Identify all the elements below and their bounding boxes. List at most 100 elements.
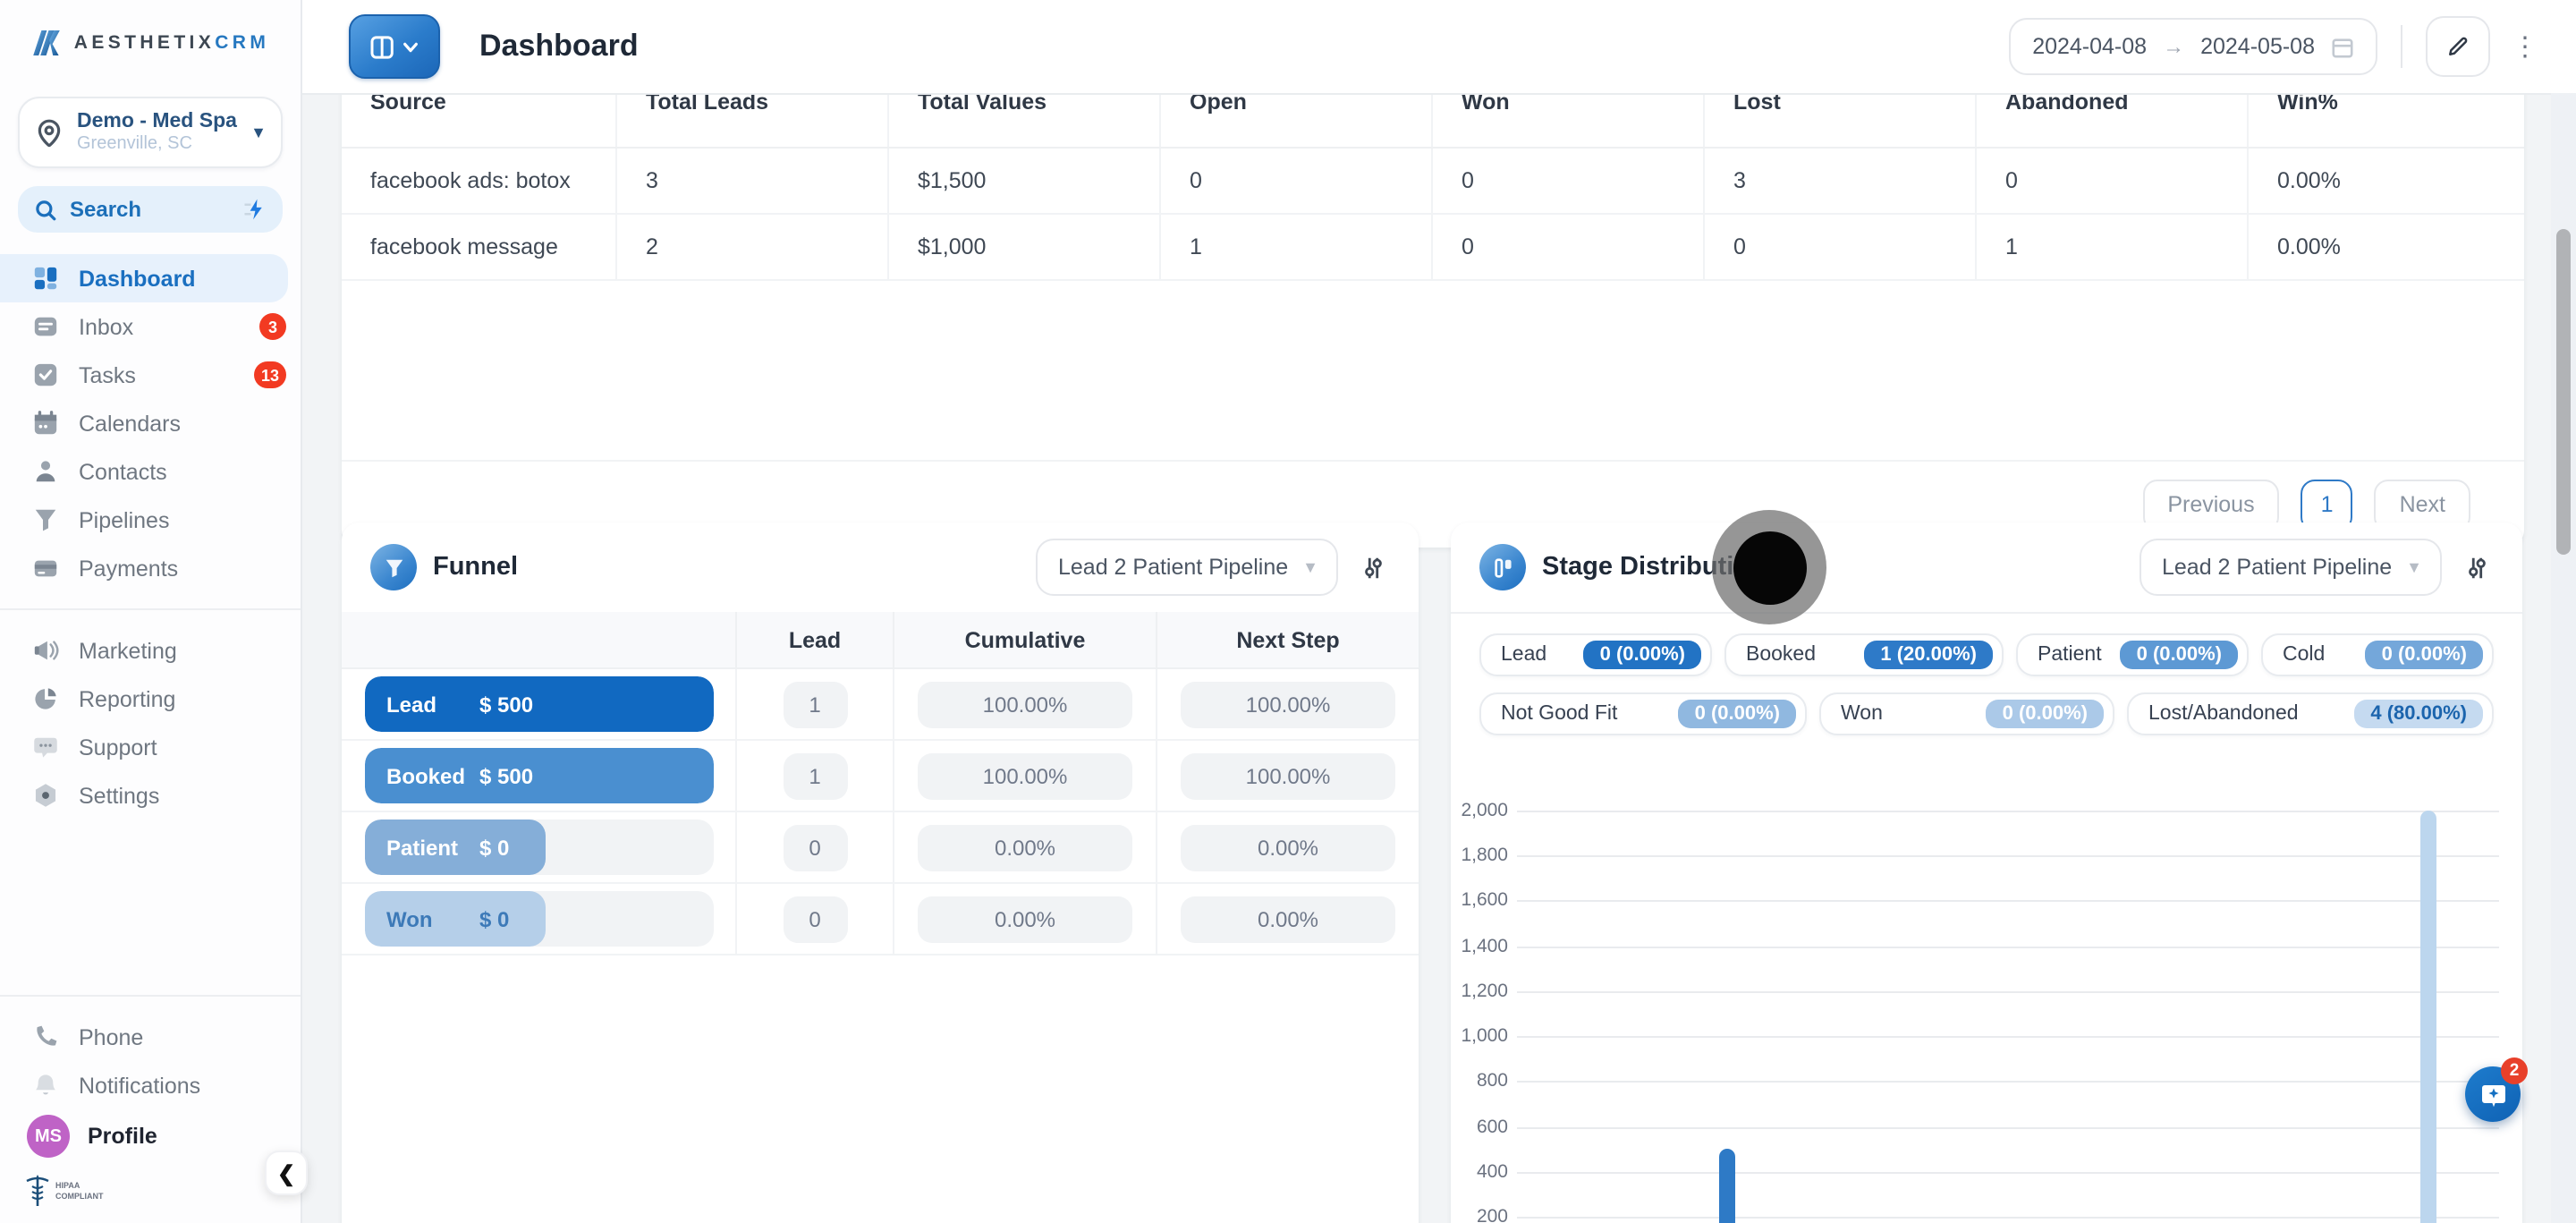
metric-chip: 100.00% [918, 681, 1132, 727]
search-placeholder: Search [70, 197, 142, 222]
stage-badge-booked[interactable]: Booked 1 (20.00%) [1724, 633, 2004, 676]
sidebar-item-pipelines[interactable]: Pipelines [0, 496, 301, 544]
chevron-down-icon: ▼ [2406, 558, 2422, 576]
y-axis-tick-label: 1,800 [1461, 845, 1508, 867]
funnel-stage-value: $ 0 [479, 835, 510, 860]
funnel-metric-cell: 1 [737, 741, 894, 811]
sidebar-item-marketing[interactable]: Marketing [0, 626, 301, 675]
funnel-row: Patient $ 0 0 0.00% 0.00% [342, 812, 1419, 884]
edit-dashboard-button[interactable] [2426, 16, 2490, 77]
stage-badge-lead[interactable]: Lead 0 (0.00%) [1479, 633, 1712, 676]
pipeline-icon [32, 506, 59, 533]
logo-mark-icon [33, 30, 61, 55]
stage-badge-cold[interactable]: Cold 0 (0.00%) [2261, 633, 2494, 676]
page-scrollbar[interactable] [2551, 93, 2576, 1223]
stage-badge-patient[interactable]: Patient 0 (0.00%) [2016, 633, 2249, 676]
screen-cursor-indicator [1712, 510, 1826, 624]
chart-gridline [1517, 900, 2499, 903]
pencil-icon [2449, 37, 2468, 55]
sidebar-item-payments[interactable]: Payments [0, 544, 301, 592]
sidebar-item-label: Pipelines [79, 507, 170, 532]
stage-badges: Lead 0 (0.00%) Booked 1 (20.00%) Patient 0 (0… [1479, 633, 2494, 735]
y-axis-tick-label: 200 [1476, 1206, 1508, 1223]
funnel-stage-bar[interactable]: Patient $ 0 [365, 820, 547, 875]
bar-chart-widget-icon [1479, 544, 1526, 590]
funnel-stage-bar[interactable]: Lead $ 500 [365, 676, 714, 732]
y-axis-tick-label: 800 [1476, 1070, 1508, 1092]
table-row[interactable]: facebook message 2 $1,000 1 0 0 1 0.00% [342, 215, 2524, 281]
page-title: Dashboard [479, 29, 639, 63]
sidebar-item-label: Dashboard [79, 266, 196, 291]
metric-chip: 0.00% [1181, 824, 1395, 871]
location-selector[interactable]: Demo - Med Spa Greenville, SC ▼ [18, 97, 283, 168]
sidebar-collapse-button[interactable]: ❮ [265, 1151, 308, 1195]
sidebar-item-notifications[interactable]: Notifications [0, 1061, 301, 1109]
stage-badge-won[interactable]: Won 0 (0.00%) [1819, 692, 2114, 735]
funnel-stage-value: $ 500 [479, 692, 534, 717]
more-options-button[interactable]: ⋮ [2512, 32, 2538, 63]
scrollbar-thumb[interactable] [2556, 229, 2571, 555]
sidebar-item-calendars[interactable]: Calendars [0, 399, 301, 447]
table-cell: 1 [1161, 215, 1433, 279]
funnel-stage-bar[interactable]: Won $ 0 [365, 891, 547, 947]
location-city: Greenville, SC [77, 134, 192, 154]
avatar: MS [27, 1115, 70, 1158]
y-axis-tick-label: 1,200 [1461, 980, 1508, 1002]
chevron-left-icon: ❮ [276, 1160, 296, 1185]
sidebar-item-label: Reporting [79, 686, 176, 711]
stage-pipeline-select[interactable]: Lead 2 Patient Pipeline ▼ [2139, 539, 2442, 596]
dashboard-layout-button[interactable] [349, 14, 440, 79]
stage-badge-value: 0 (0.00%) [1986, 700, 2104, 728]
unread-count-badge: 13 [253, 361, 286, 388]
column-header: Source [342, 93, 617, 147]
sidebar-item-support[interactable]: Support [0, 723, 301, 771]
column-header: Lost [1705, 93, 1977, 147]
sidebar-item-label: Settings [79, 783, 160, 808]
columns-layout-icon [370, 35, 394, 58]
app-logo: AESTHETIXCRM [0, 0, 301, 79]
search-input[interactable]: Search [18, 186, 283, 233]
stage-badge-not-good-fit[interactable]: Not Good Fit 0 (0.00%) [1479, 692, 1807, 735]
date-range-picker[interactable]: 2024-04-08 → 2024-05-08 [2009, 18, 2377, 75]
tasks-icon [32, 361, 59, 388]
table-cell: 0 [1705, 215, 1977, 279]
funnel-stage-bar[interactable]: Booked $ 500 [365, 748, 714, 803]
sidebar-item-phone[interactable]: Phone [0, 1013, 301, 1061]
sidebar-item-contacts[interactable]: Contacts [0, 447, 301, 496]
stage-badge-value: 0 (0.00%) [2365, 641, 2483, 669]
sidebar-item-tasks[interactable]: Tasks 13 [0, 351, 301, 399]
location-name: Demo - Med Spa [77, 111, 237, 132]
stage-bar-chart: 2,000 1,800 1,600 1,400 1,200 1,000 800 600 400 2… [1451, 787, 2522, 1223]
y-axis-tick-label: 2,000 [1461, 800, 1508, 821]
sidebar-item-profile[interactable]: MS Profile [0, 1109, 301, 1163]
stage-badge-label: Won [1841, 703, 1883, 725]
chart-gridline [1517, 990, 2499, 993]
chat-assistant-fab[interactable]: 2 [2465, 1057, 2528, 1122]
metric-chip: 0.00% [918, 824, 1132, 871]
metric-chip: 0.00% [918, 896, 1132, 942]
chart-bar-booked[interactable] [1719, 1149, 1736, 1223]
table-row[interactable]: facebook ads: botox 3 $1,500 0 0 3 0 0.00% [342, 149, 2524, 215]
y-axis-tick-label: 1,600 [1461, 889, 1508, 912]
sidebar-item-dashboard[interactable]: Dashboard [0, 254, 288, 302]
sidebar-divider [0, 995, 301, 997]
stage-badge-lost-abandoned[interactable]: Lost/Abandoned 4 (80.00%) [2127, 692, 2494, 735]
funnel-pipeline-select[interactable]: Lead 2 Patient Pipeline ▼ [1035, 539, 1338, 596]
page-number-button[interactable]: 1 [2301, 479, 2353, 531]
stage-settings-sliders-icon[interactable] [2463, 554, 2490, 581]
stage-badge-value: 1 (20.00%) [1864, 641, 1993, 669]
sidebar-item-settings[interactable]: Settings [0, 771, 301, 820]
contacts-icon [32, 458, 59, 485]
page-header: Dashboard 2024-04-08 → 2024-05-08 ⋮ [301, 0, 2576, 95]
pie-chart-icon [32, 685, 59, 712]
chart-bar-lost-abandoned[interactable] [2420, 811, 2437, 1223]
sidebar-item-reporting[interactable]: Reporting [0, 675, 301, 723]
sidebar-item-inbox[interactable]: Inbox 3 [0, 302, 301, 351]
funnel-row: Booked $ 500 1 100.00% 100.00% [342, 741, 1419, 812]
stage-distribution-card: Stage Distribution Lead 2 Patient Pipeli… [1451, 522, 2522, 1223]
funnel-metric-cell: 0.00% [894, 884, 1157, 954]
chart-gridline [1517, 1171, 2499, 1174]
chart-gridline [1517, 1126, 2499, 1129]
dashboard-icon [32, 265, 59, 292]
funnel-settings-sliders-icon[interactable] [1360, 554, 1386, 581]
